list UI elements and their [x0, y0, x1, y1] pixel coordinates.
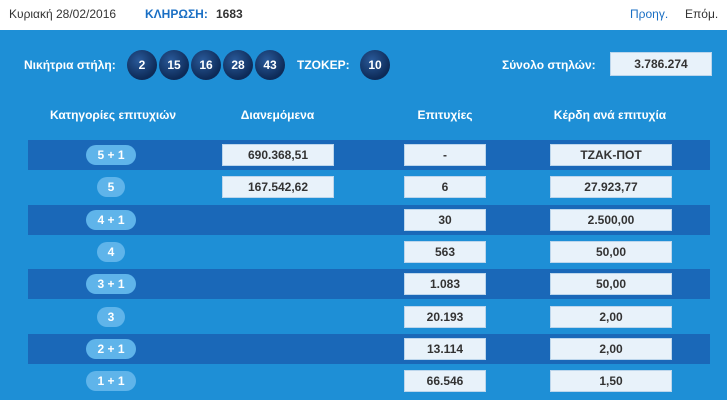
winners-value: 6 — [404, 176, 486, 199]
distributed-value: 167.542,62 — [222, 176, 334, 199]
category-pill: 4 — [97, 241, 125, 262]
header-winners: Επιτυχίες — [417, 108, 473, 122]
prize-value: 50,00 — [550, 273, 672, 296]
header-distributed: Διανεμόμενα — [240, 108, 315, 122]
top-bar: Κυριακή 28/02/2016 ΚΛΗΡΩΣΗ: 1683 Προηγ. … — [0, 0, 727, 30]
winners-value: 20.193 — [404, 305, 486, 328]
table-row: 3 20.193 2,00 — [28, 302, 710, 332]
prize-value: 2,00 — [550, 337, 672, 360]
prize-value: 27.923,77 — [550, 176, 672, 199]
table-row: 3 + 1 1.083 50,00 — [28, 269, 710, 300]
header-prize: Κέρδη ανά επιτυχία — [553, 108, 667, 122]
category-pill: 3 + 1 — [86, 274, 136, 295]
winners-value: 66.546 — [404, 370, 486, 393]
table-row: 1 + 1 66.546 1,50 — [28, 366, 710, 396]
table-row: 4 + 1 30 2.500,00 — [28, 204, 710, 235]
prize-value: 2,00 — [550, 305, 672, 328]
table-row: 4 563 50,00 — [28, 237, 710, 267]
draw-number: 1683 — [216, 7, 243, 21]
winning-ball: 43 — [255, 50, 285, 80]
draw-label: ΚΛΗΡΩΣΗ: — [145, 7, 208, 21]
category-pill: 3 — [97, 306, 125, 327]
winning-ball: 16 — [191, 50, 221, 80]
category-pill: 5 — [97, 177, 125, 198]
distributed-value: 690.368,51 — [222, 144, 334, 166]
joker-ball: 10 — [360, 50, 390, 80]
prize-value: 1,50 — [550, 370, 672, 393]
category-pill: 5 + 1 — [86, 145, 136, 165]
winners-value: 30 — [404, 208, 486, 231]
total-columns-value: 3.786.274 — [610, 52, 712, 76]
next-draw-link[interactable]: Επόμ. — [685, 7, 719, 21]
table-row: 2 + 1 13.114 2,00 — [28, 333, 710, 364]
category-pill: 2 + 1 — [86, 338, 136, 359]
winning-column-label: Νικήτρια στήλη: — [24, 58, 116, 72]
category-pill: 1 + 1 — [86, 371, 136, 392]
results-panel: Νικήτρια στήλη: 2 15 16 28 43 ΤΖΟΚΕΡ: 10… — [0, 30, 727, 400]
winning-ball: 15 — [159, 50, 189, 80]
winners-value: 1.083 — [404, 273, 486, 296]
winners-value: - — [404, 144, 486, 166]
table-row: 5 167.542,62 6 27.923,77 — [28, 172, 710, 202]
header-categories: Κατηγορίες επιτυχιών — [49, 108, 177, 122]
prize-value: ΤΖΑΚ-ΠΟΤ — [550, 144, 672, 166]
table-row: 5 + 1 690.368,51 - ΤΖΑΚ-ΠΟΤ — [28, 140, 710, 170]
winners-value: 13.114 — [404, 337, 486, 360]
winners-value: 563 — [404, 240, 486, 263]
prize-value: 50,00 — [550, 240, 672, 263]
prize-value: 2.500,00 — [550, 208, 672, 231]
total-columns-label: Σύνολο στηλών: — [502, 58, 596, 72]
winning-ball: 2 — [127, 50, 157, 80]
joker-label: ΤΖΟΚΕΡ: — [297, 58, 350, 72]
previous-draw-link[interactable]: Προηγ. — [630, 7, 669, 21]
winning-ball: 28 — [223, 50, 253, 80]
draw-date: Κυριακή 28/02/2016 — [9, 7, 117, 21]
category-pill: 4 + 1 — [86, 209, 136, 230]
